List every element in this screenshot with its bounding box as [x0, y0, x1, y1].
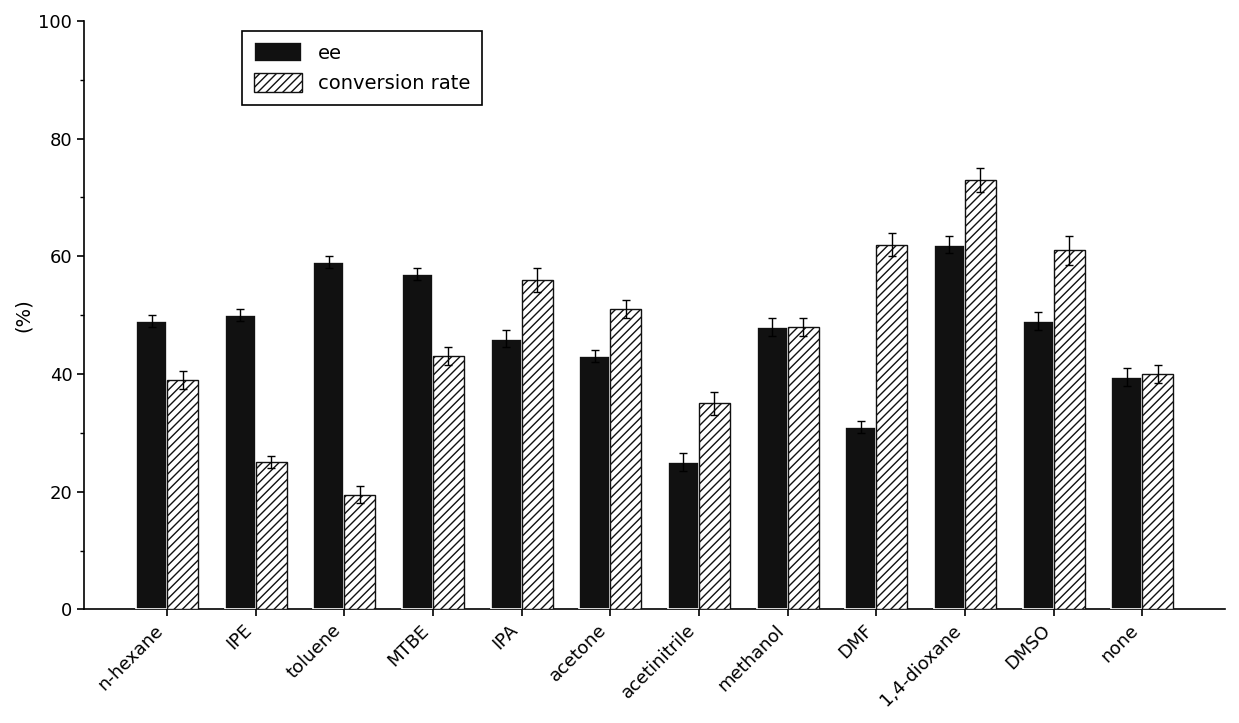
Bar	[845, 427, 876, 609]
Bar	[1053, 250, 1084, 609]
Bar	[401, 274, 432, 609]
Bar	[344, 495, 375, 609]
Bar	[1111, 377, 1142, 609]
Bar	[668, 462, 699, 609]
Bar	[965, 180, 996, 609]
Bar	[934, 244, 965, 609]
Bar	[611, 309, 642, 609]
Bar	[580, 356, 611, 609]
Bar	[491, 338, 522, 609]
Bar	[313, 262, 344, 609]
Bar	[1142, 374, 1173, 609]
Bar	[522, 280, 553, 609]
Legend: ee, conversion rate: ee, conversion rate	[242, 30, 482, 105]
Bar	[432, 356, 465, 609]
Bar	[699, 403, 730, 609]
Bar	[788, 327, 819, 609]
Bar	[136, 321, 167, 609]
Bar	[167, 380, 198, 609]
Y-axis label: (%): (%)	[14, 299, 33, 332]
Bar	[1022, 321, 1053, 609]
Bar	[757, 327, 788, 609]
Bar	[876, 244, 907, 609]
Bar	[255, 462, 286, 609]
Bar	[224, 315, 255, 609]
